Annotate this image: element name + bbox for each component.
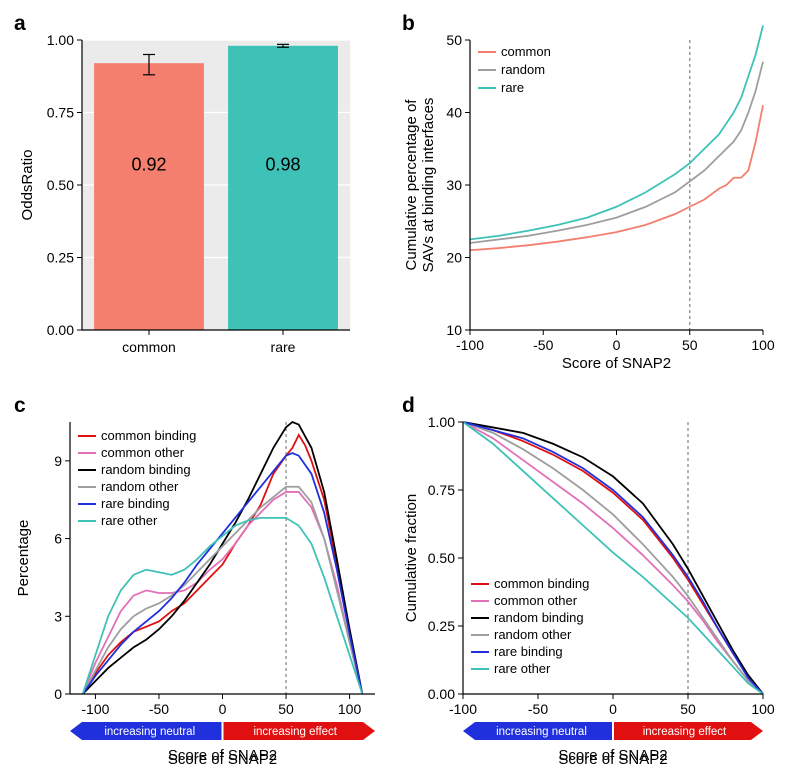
svg-text:100: 100 <box>338 701 362 717</box>
svg-text:random other: random other <box>494 627 572 642</box>
panel-a: a 0.00 0.25 0.50 0.75 1.00 0.92 common 0.98 rare… <box>10 10 390 384</box>
svg-text:rare binding: rare binding <box>101 496 170 511</box>
svg-text:0.75: 0.75 <box>47 105 74 121</box>
svg-text:10: 10 <box>446 322 462 338</box>
svg-text:0.75: 0.75 <box>428 482 455 498</box>
svg-text:common: common <box>122 339 176 355</box>
panel-b-label: b <box>402 12 415 36</box>
svg-text:100: 100 <box>751 701 775 717</box>
svg-text:rare: rare <box>501 80 524 95</box>
svg-text:common: common <box>501 44 551 59</box>
svg-text:100: 100 <box>751 337 775 353</box>
svg-text:-100: -100 <box>456 337 484 353</box>
svg-text:-100: -100 <box>449 701 477 717</box>
svg-text:random binding: random binding <box>101 462 191 477</box>
figure-grid: a 0.00 0.25 0.50 0.75 1.00 0.92 common 0.98 rare… <box>10 10 776 772</box>
svg-text:40: 40 <box>446 105 462 121</box>
svg-text:0.98: 0.98 <box>265 155 300 175</box>
svg-text:Score of SNAP2: Score of SNAP2 <box>558 751 667 768</box>
panel-c: c 0 3 6 9 -100 -50 0 50 100 Score of SNAP2 Percent… <box>10 392 390 772</box>
panel-a-label: a <box>14 12 26 36</box>
svg-text:1.00: 1.00 <box>428 414 455 430</box>
svg-text:30: 30 <box>446 177 462 193</box>
svg-text:0: 0 <box>54 686 62 702</box>
svg-text:-50: -50 <box>149 701 169 717</box>
svg-text:20: 20 <box>446 250 462 266</box>
svg-text:increasing effect: increasing effect <box>643 726 727 738</box>
svg-text:increasing effect: increasing effect <box>253 726 337 738</box>
svg-text:common other: common other <box>101 445 185 460</box>
svg-text:rare: rare <box>271 339 296 355</box>
svg-text:increasing neutral: increasing neutral <box>104 726 195 738</box>
svg-text:50: 50 <box>680 701 696 717</box>
svg-text:0.25: 0.25 <box>47 250 74 266</box>
svg-text:0.00: 0.00 <box>47 322 74 338</box>
svg-text:random other: random other <box>101 479 179 494</box>
svg-text:random: random <box>501 62 545 77</box>
svg-text:Cumulative fraction: Cumulative fraction <box>403 494 420 622</box>
panel-d-label: d <box>402 394 415 418</box>
svg-text:rare other: rare other <box>101 513 158 528</box>
svg-text:OddsRatio: OddsRatio <box>19 150 36 221</box>
svg-text:Score of SNAP2: Score of SNAP2 <box>168 751 277 768</box>
svg-text:-100: -100 <box>81 701 109 717</box>
svg-text:50: 50 <box>278 701 294 717</box>
panel-b: b 10 20 30 40 50 -100 -50 0 50 100 Score of SNAP2 C… <box>398 10 778 384</box>
svg-text:0: 0 <box>609 701 617 717</box>
svg-text:increasing neutral: increasing neutral <box>496 726 587 738</box>
svg-text:-50: -50 <box>533 337 553 353</box>
svg-text:0.50: 0.50 <box>47 177 74 193</box>
svg-text:0.92: 0.92 <box>131 155 166 175</box>
svg-text:rare binding: rare binding <box>494 644 563 659</box>
svg-text:1.00: 1.00 <box>47 32 74 48</box>
svg-text:SAVs at binding interfaces: SAVs at binding interfaces <box>420 98 437 273</box>
svg-text:common other: common other <box>494 593 578 608</box>
svg-text:0: 0 <box>613 337 621 353</box>
svg-text:Percentage: Percentage <box>15 520 32 597</box>
svg-text:50: 50 <box>682 337 698 353</box>
svg-text:random binding: random binding <box>494 610 584 625</box>
svg-text:common binding: common binding <box>494 576 589 591</box>
svg-text:rare other: rare other <box>494 661 551 676</box>
panel-d: d 0.00 0.25 0.50 0.75 1.00 -100 -50 0 50 100 Score… <box>398 392 778 772</box>
panel-c-label: c <box>14 394 26 418</box>
svg-text:0.25: 0.25 <box>428 618 455 634</box>
svg-text:0: 0 <box>219 701 227 717</box>
svg-text:0.50: 0.50 <box>428 550 455 566</box>
svg-text:common binding: common binding <box>101 428 196 443</box>
svg-text:0.00: 0.00 <box>428 686 455 702</box>
svg-text:50: 50 <box>446 32 462 48</box>
svg-text:Score of SNAP2: Score of SNAP2 <box>562 355 671 372</box>
svg-text:6: 6 <box>54 531 62 547</box>
svg-text:3: 3 <box>54 608 62 624</box>
svg-text:9: 9 <box>54 453 62 469</box>
svg-text:Cumulative percentage of: Cumulative percentage of <box>403 99 420 271</box>
svg-text:-50: -50 <box>528 701 548 717</box>
